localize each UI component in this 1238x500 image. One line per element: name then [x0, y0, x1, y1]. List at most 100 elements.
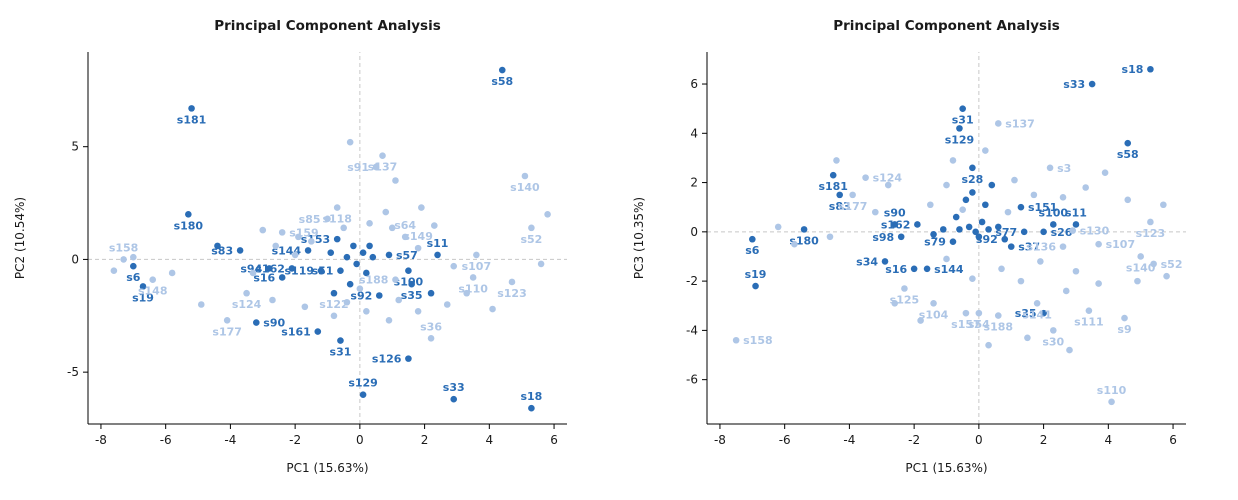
data-point-s19	[139, 283, 147, 290]
data-point-unlabeled	[327, 249, 335, 256]
x-tick-label: -2	[908, 433, 920, 447]
y-tick-label: 0	[71, 252, 79, 266]
x-tick-label: -6	[779, 433, 791, 447]
data-point-s11	[1072, 221, 1080, 228]
y-axis-label: PC2 (10.54%)	[13, 197, 27, 279]
data-point-s110	[1108, 398, 1115, 406]
point-label: s137	[1005, 117, 1035, 130]
data-point-s111	[1085, 307, 1093, 314]
data-point-unlabeled	[418, 204, 425, 211]
data-point-s136	[1059, 243, 1067, 250]
point-label: s130	[1080, 225, 1110, 238]
data-point-unlabeled	[363, 307, 370, 315]
data-point-unlabeled	[168, 269, 176, 277]
data-point-s28	[969, 164, 976, 172]
point-label: s36	[420, 320, 442, 333]
data-point-s16	[278, 274, 286, 281]
point-label: s90	[263, 317, 285, 330]
data-point-unlabeled	[871, 208, 879, 216]
data-point-s126	[405, 355, 412, 362]
point-label: s64	[394, 219, 416, 232]
data-point-s162	[288, 265, 296, 272]
data-point-s92	[375, 292, 383, 299]
point-label: s79	[924, 236, 946, 249]
data-point-unlabeled	[1163, 272, 1170, 280]
point-label: s94	[240, 262, 262, 275]
point-label: s3	[1057, 162, 1071, 175]
data-point-s129	[359, 391, 367, 398]
data-point-s140	[1137, 253, 1144, 260]
data-point-unlabeled	[343, 298, 351, 306]
data-point-unlabeled	[774, 223, 782, 231]
data-point-s58	[498, 66, 506, 74]
point-label: s137	[368, 161, 398, 174]
data-point-unlabeled	[291, 251, 299, 259]
point-label: s28	[961, 173, 983, 186]
data-point-unlabeled	[1095, 280, 1102, 287]
data-point-unlabeled	[917, 317, 924, 324]
point-label: s11	[427, 237, 449, 250]
data-point-s141	[1033, 299, 1041, 307]
point-label: s30	[1042, 335, 1064, 348]
point-label: s110	[458, 282, 488, 295]
data-point-unlabeled	[884, 181, 892, 189]
x-tick-label: 4	[486, 433, 494, 447]
data-point-s123	[1147, 218, 1154, 226]
plot-title: Principal Component Analysis	[833, 18, 1060, 34]
point-label: s77	[995, 226, 1017, 239]
point-label: s119	[285, 265, 315, 278]
data-point-s125	[901, 285, 908, 292]
point-label: s107	[462, 260, 492, 273]
data-point-unlabeled	[356, 285, 364, 293]
data-point-unlabeled	[982, 201, 989, 209]
y-tick-label: 5	[71, 140, 79, 154]
data-point-s6	[749, 235, 756, 243]
data-point-unlabeled	[269, 296, 276, 304]
data-point-unlabeled	[392, 177, 399, 184]
point-label: s92	[350, 289, 372, 302]
data-point-s177	[849, 191, 856, 199]
point-label: s19	[745, 268, 767, 281]
data-point-s91	[372, 163, 380, 171]
data-point-s11	[434, 251, 441, 259]
data-point-unlabeled	[833, 157, 840, 164]
data-point-s157	[962, 309, 970, 317]
data-point-unlabeled	[985, 226, 992, 233]
data-point-unlabeled	[943, 255, 950, 263]
data-point-s124	[862, 174, 869, 181]
data-point-s137	[379, 152, 386, 160]
data-point-s129	[956, 125, 963, 132]
pca-chart-pc1-pc2: Principal Component Analysis -8 -6 -4 -2 0 2 4 6…	[13, 18, 567, 475]
data-point-s151	[1017, 203, 1025, 211]
data-point-s177	[223, 316, 231, 324]
y-tick-label: 4	[690, 126, 698, 140]
point-label: s18	[1122, 63, 1144, 76]
point-label: s91	[347, 161, 369, 174]
data-point-unlabeled	[826, 233, 834, 241]
data-point-s158	[732, 336, 740, 344]
point-label: s181	[177, 113, 207, 126]
data-point-s118	[333, 204, 341, 211]
point-label: s16	[885, 263, 907, 276]
data-point-unlabeled	[969, 189, 976, 196]
point-label: s16	[253, 271, 275, 284]
point-label: s157	[951, 318, 981, 331]
data-point-unlabeled	[489, 305, 496, 313]
data-point-s181	[829, 171, 837, 179]
data-point-unlabeled	[130, 253, 137, 261]
data-point-unlabeled	[366, 220, 373, 227]
x-tick-label: 2	[421, 433, 429, 447]
data-point-unlabeled	[214, 242, 221, 250]
point-label: s52	[1161, 258, 1183, 271]
data-point-s33	[450, 395, 458, 403]
x-tick-label: 0	[975, 433, 983, 447]
data-point-unlabeled	[988, 181, 996, 189]
data-point-s90	[891, 221, 899, 228]
point-label: s19	[132, 291, 154, 304]
data-point-s37	[1007, 243, 1015, 250]
point-label: s6	[126, 271, 141, 284]
data-point-s181	[188, 105, 195, 112]
point-label: s33	[1063, 78, 1085, 91]
data-point-s83	[836, 191, 843, 199]
data-point-unlabeled	[1004, 208, 1012, 216]
